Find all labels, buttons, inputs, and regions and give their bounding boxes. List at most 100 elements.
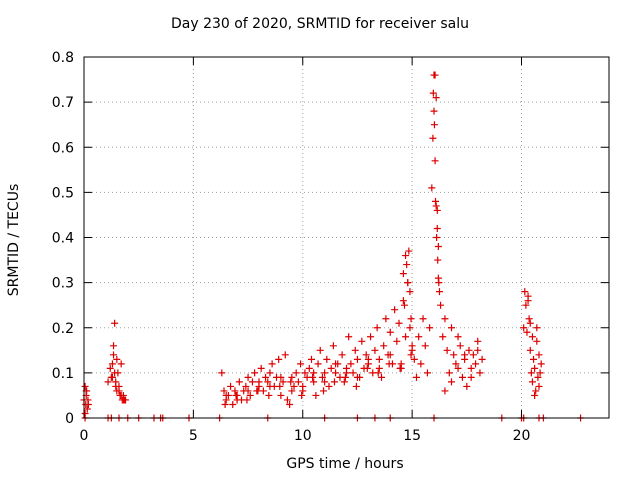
data-point [400, 301, 408, 309]
data-point [374, 369, 382, 377]
data-point [435, 288, 443, 296]
data-point [454, 364, 462, 372]
data-point [264, 378, 272, 386]
data-point [373, 324, 381, 332]
data-point [110, 351, 118, 359]
data-point [227, 382, 235, 390]
data-point [310, 369, 318, 377]
x-tick-label: 20 [513, 428, 531, 444]
data-point [421, 342, 429, 350]
data-point [429, 134, 437, 142]
data-point [465, 346, 473, 354]
data-point [524, 297, 532, 305]
data-point [528, 333, 536, 341]
data-point [279, 378, 287, 386]
data-point [220, 387, 228, 395]
data-point [467, 373, 475, 381]
x-axis-label: GPS time / hours [286, 456, 404, 472]
data-point [536, 369, 544, 377]
data-point [448, 324, 455, 332]
x-tick-label: 15 [403, 428, 421, 444]
data-point [229, 400, 237, 408]
data-point [395, 319, 403, 327]
data-point [391, 306, 399, 314]
data-point [286, 400, 294, 408]
data-point [531, 391, 539, 399]
x-tick-label: 5 [189, 428, 198, 444]
data-point [454, 333, 462, 341]
data-point [321, 369, 329, 377]
data-point [434, 256, 442, 264]
data-point [423, 369, 431, 377]
data-point [262, 373, 270, 381]
data-point [426, 324, 434, 332]
data-point [353, 373, 361, 381]
plot-frame [83, 56, 610, 419]
data-point [266, 382, 274, 390]
data-point [402, 333, 410, 341]
data-point [531, 364, 539, 372]
y-tick-label: 0.6 [52, 140, 74, 156]
data-point [316, 346, 324, 354]
data-point [298, 391, 306, 399]
data-point [297, 360, 305, 368]
data-point [432, 197, 440, 205]
data-point [402, 252, 410, 260]
data-point [268, 360, 276, 368]
data-point [312, 391, 320, 399]
data-point [308, 355, 315, 363]
data-point [399, 297, 407, 305]
data-point [520, 324, 528, 332]
data-point [405, 247, 413, 255]
data-point [419, 315, 427, 323]
data-point [386, 351, 394, 359]
data-point [435, 279, 443, 287]
data-point [525, 315, 533, 323]
data-point [309, 373, 317, 381]
data-point [521, 288, 529, 296]
data-point [352, 382, 360, 390]
data-point [363, 364, 371, 372]
data-point [393, 337, 401, 345]
data-point [371, 346, 379, 354]
data-point [537, 360, 545, 368]
y-axis-label: SRMTID / TECUs [6, 183, 22, 297]
data-point [526, 346, 534, 354]
data-point [277, 373, 285, 381]
data-point [415, 333, 423, 341]
data-point [113, 355, 121, 363]
data-point [231, 387, 239, 395]
data-point [443, 346, 451, 354]
data-point [314, 360, 322, 368]
data-point [386, 328, 394, 336]
data-point [108, 373, 116, 381]
y-tick-label: 0.1 [52, 366, 74, 382]
data-point [523, 328, 531, 336]
data-point [527, 369, 535, 377]
data-point [257, 364, 265, 372]
data-point [332, 360, 340, 368]
data-point [246, 391, 254, 399]
data-point [332, 369, 340, 377]
data-point [242, 382, 250, 390]
data-point [83, 405, 91, 413]
data-point [292, 369, 300, 377]
data-point [244, 373, 252, 381]
data-point [445, 369, 453, 377]
data-point [290, 382, 298, 390]
data-point [532, 387, 540, 395]
data-point [288, 387, 296, 395]
data-point [320, 387, 328, 395]
data-point [433, 234, 441, 241]
data-point [533, 324, 541, 332]
data-point [385, 360, 393, 368]
data-point [329, 342, 337, 350]
data-point [244, 387, 252, 395]
data-point [294, 378, 302, 386]
data-point [530, 355, 538, 363]
data-point [450, 351, 458, 359]
data-point [458, 373, 466, 381]
data-point [84, 400, 92, 408]
data-point [276, 382, 284, 390]
